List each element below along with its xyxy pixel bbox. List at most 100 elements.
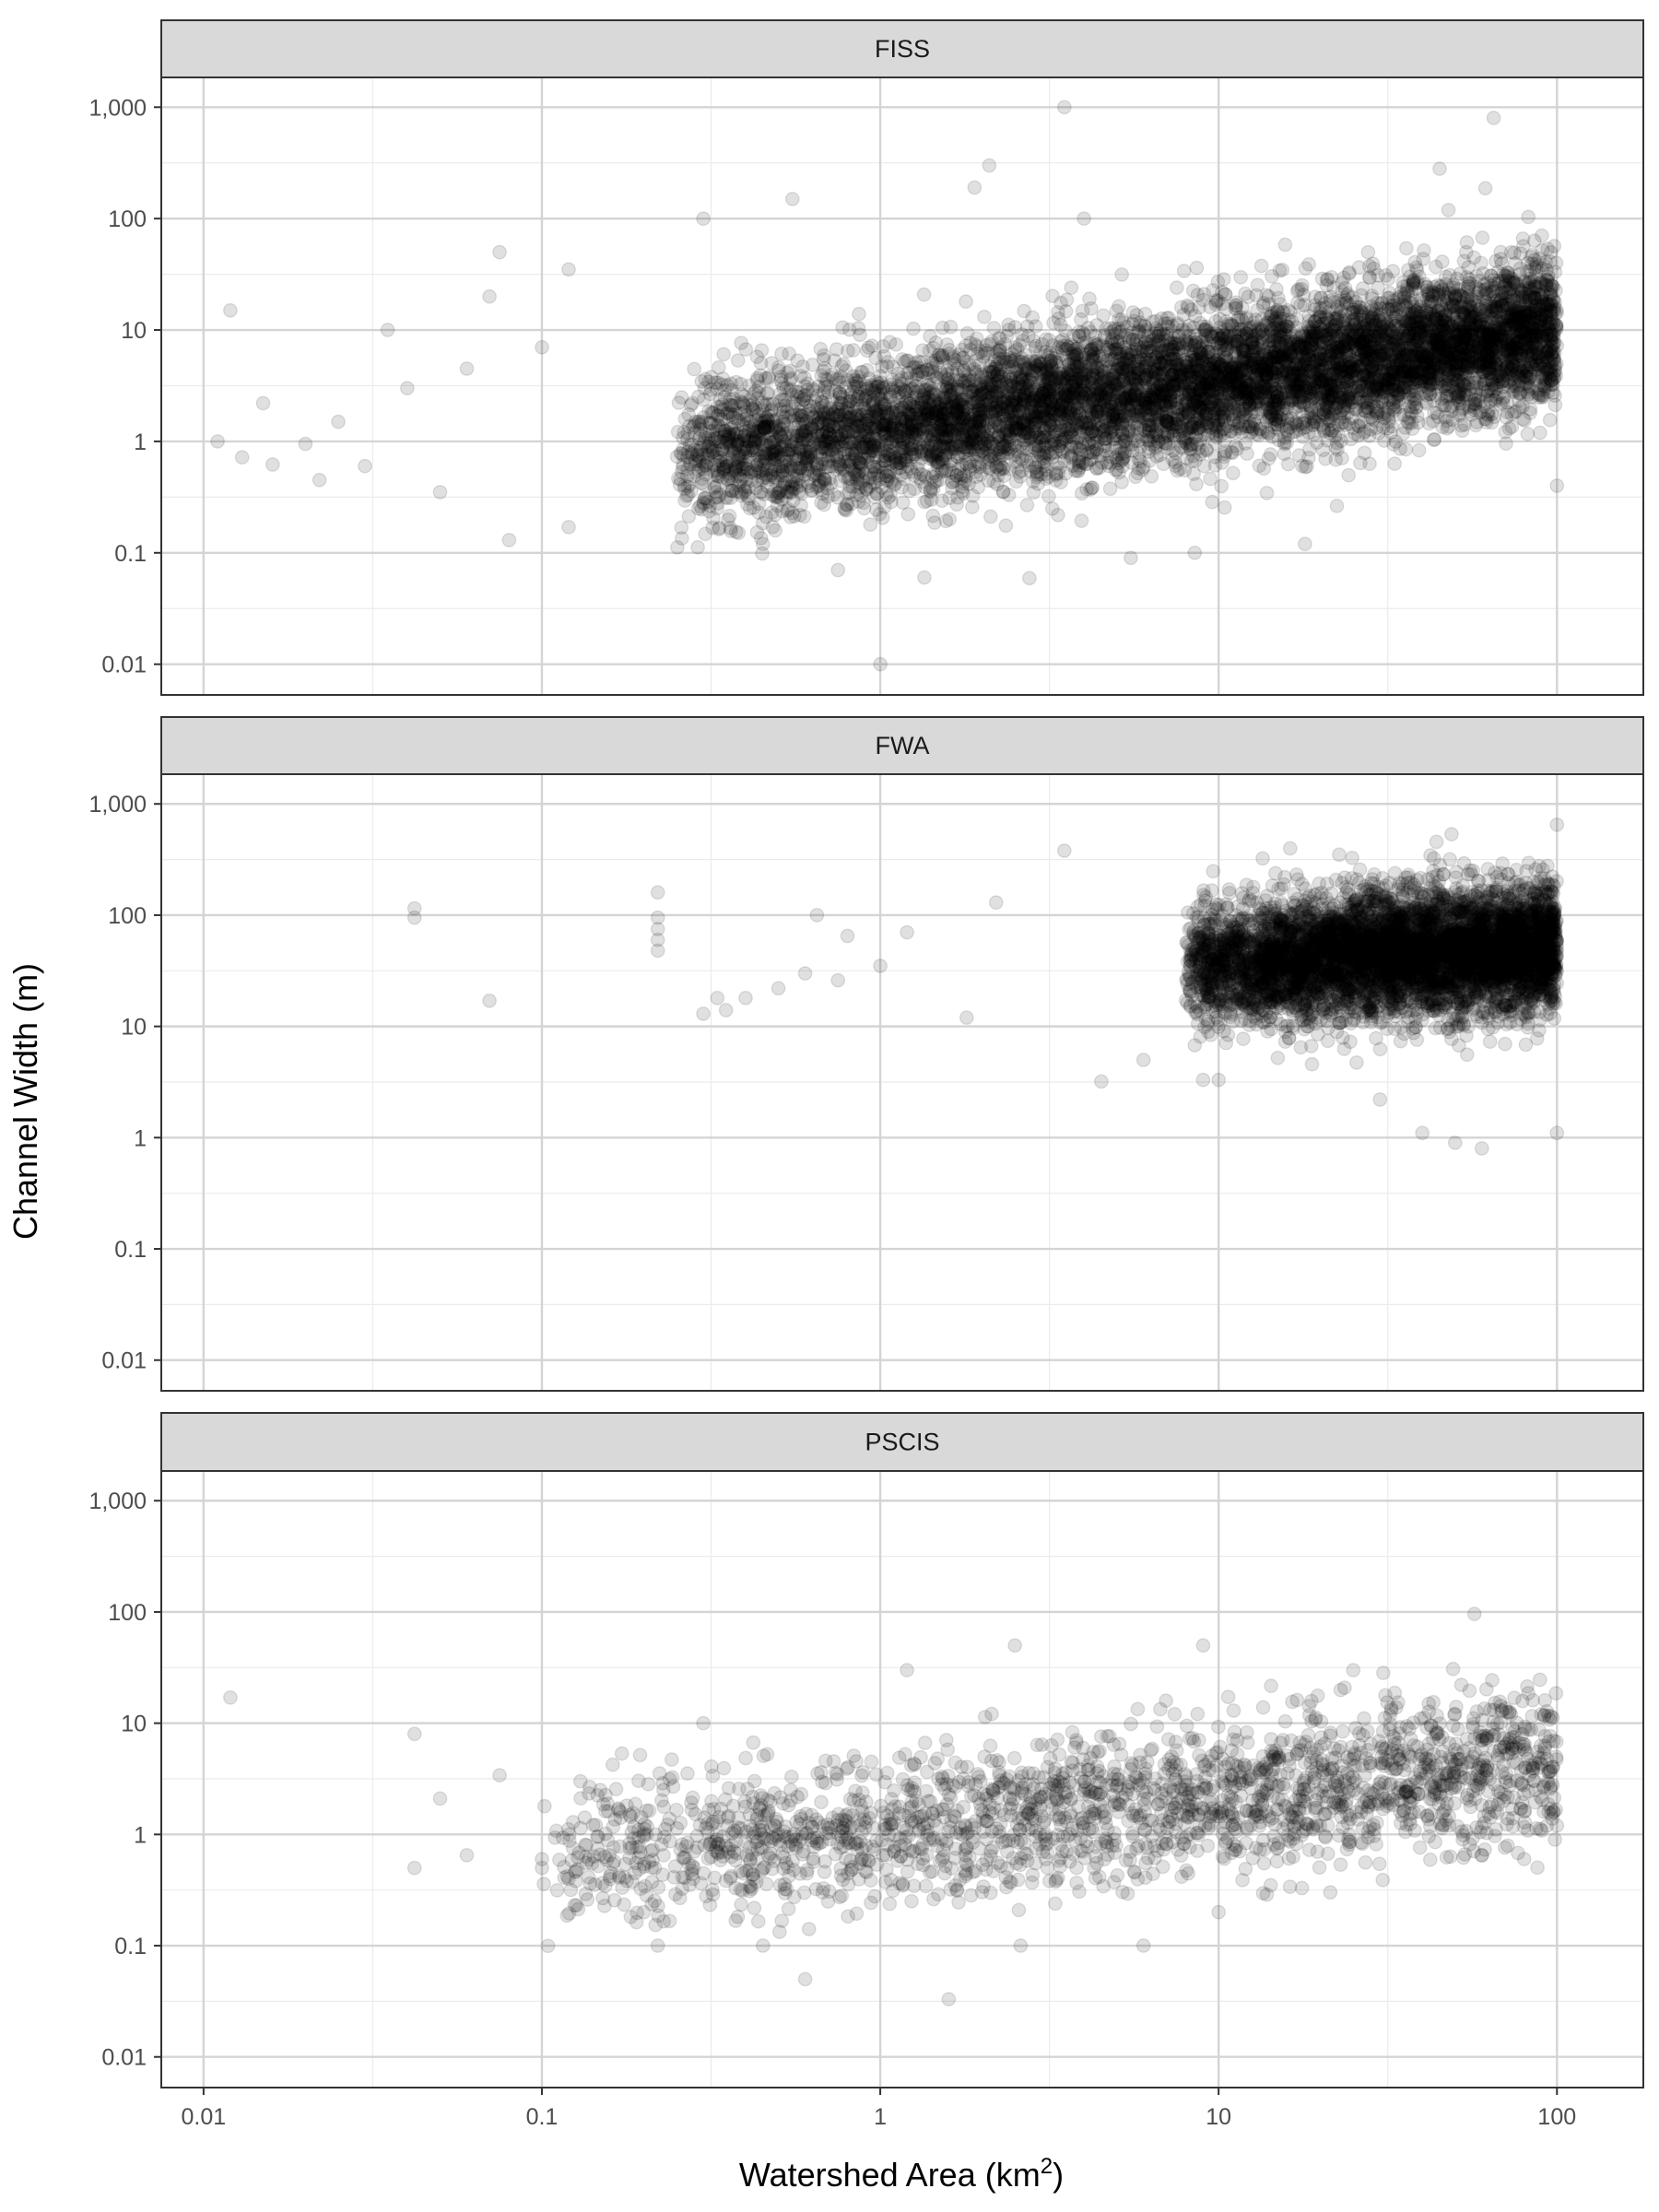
data-point [1520,426,1535,441]
data-point [941,419,957,434]
data-point [1241,359,1255,374]
data-point [1213,372,1228,387]
data-point [1328,440,1344,455]
data-point [1203,471,1218,487]
data-point [1014,350,1030,366]
data-point [1499,436,1513,452]
data-point [1074,513,1089,528]
data-point [1018,381,1033,395]
data-point [1088,374,1103,390]
data-point [1114,266,1130,282]
data-point [1092,403,1108,418]
data-point [1189,260,1205,276]
data-point [1053,398,1068,414]
data-point [861,427,877,442]
data-point [1334,361,1349,377]
data-point [852,306,866,322]
data-point [1217,500,1232,515]
data-point [1147,410,1163,426]
data-point [1277,237,1293,253]
data-point [1060,371,1076,386]
data-point [928,335,944,350]
data-point [982,448,998,464]
data-point [1185,283,1201,299]
data-point [1333,331,1348,347]
points-layer [210,100,1565,672]
data-point [1332,411,1347,427]
data-point [1341,467,1357,483]
data-point [1437,350,1453,366]
data-point [1447,362,1463,378]
data-point [1158,333,1173,348]
data-point [977,309,992,324]
data-point [1479,326,1495,342]
data-point [1215,353,1230,369]
data-point [1124,389,1139,405]
data-point [1201,344,1217,359]
data-point [1411,442,1427,458]
data-point [1064,280,1079,295]
data-point [887,477,901,493]
data-point [982,509,998,524]
data-point [956,418,971,433]
data-point [1046,389,1062,405]
data-point [786,446,802,461]
data-point [1376,347,1392,363]
data-point [1301,256,1317,272]
data-point [1446,347,1461,363]
data-point [1112,299,1126,314]
data-point [1176,307,1192,323]
data-point [1543,359,1558,375]
data-point [1259,486,1275,500]
data-point [1329,499,1345,513]
data-point [1046,406,1062,422]
data-point [1218,287,1233,302]
data-point [1213,402,1229,418]
data-point [1349,331,1365,347]
data-point [978,387,994,403]
data-point [1392,332,1407,347]
data-point [1169,280,1184,295]
data-point [1097,373,1112,389]
data-point [893,429,909,444]
data-point [723,435,737,450]
data-point [1205,494,1220,510]
data-point [1475,229,1490,245]
panels-layer: FISS0.010.11101001,000FWA0.010.11101001,… [88,19,1644,2088]
data-point [1163,404,1178,419]
data-point [776,380,791,395]
data-point [1131,324,1147,340]
data-point [1199,419,1214,434]
data-point [998,518,1014,534]
data-point [1200,397,1216,413]
data-point [900,507,916,522]
data-point [925,508,941,524]
data-point [1466,318,1482,334]
data-point [1371,376,1386,392]
data-point [1277,375,1291,390]
data-point [906,321,921,336]
data-point [1112,351,1128,367]
data-point [1341,387,1357,403]
data-point [1537,300,1553,315]
data-point [921,424,936,439]
data-point [1226,378,1241,394]
data-point [1207,352,1223,368]
data-point [753,413,769,429]
data-point [1363,339,1378,355]
data-point [777,459,793,475]
data-point [1196,376,1212,392]
data-point [959,294,974,310]
data-point [916,287,932,302]
data-point [1020,426,1036,441]
data-point [1533,425,1547,441]
data-point [690,539,705,555]
data-point [1421,311,1437,326]
data-point [1223,377,1239,393]
data-point [806,467,822,483]
data-point [1044,501,1060,516]
data-point [755,465,771,481]
